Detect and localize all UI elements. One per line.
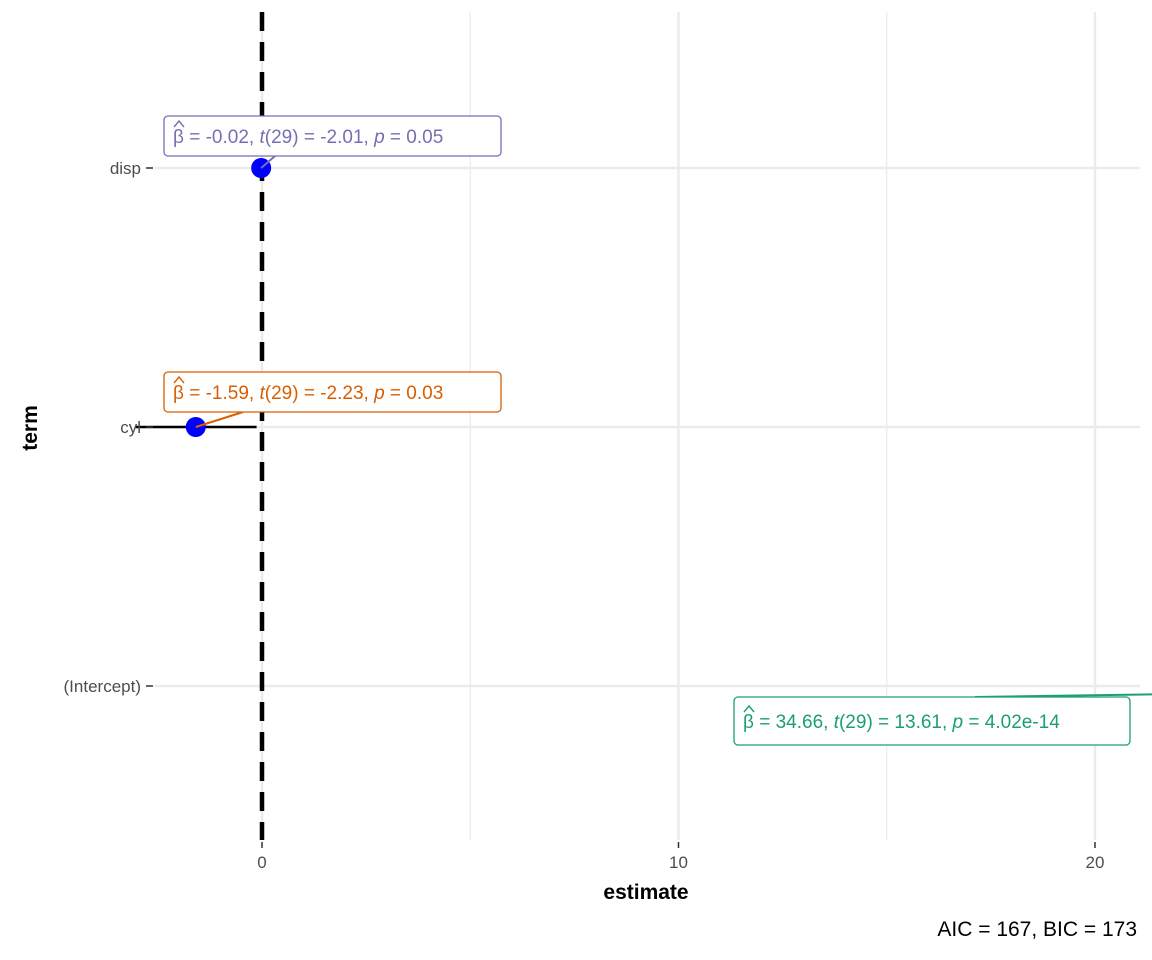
y-axis-title: term: [19, 405, 42, 451]
beta-hat-glyph: [743, 704, 755, 713]
y-tick-label: disp: [110, 159, 141, 178]
x-tick-label: 0: [257, 853, 266, 872]
x-tick-label: 10: [669, 853, 688, 872]
point-labels: β = -0.02, t(29) = -2.01, p = 0.05 β = -1…: [163, 115, 1152, 746]
label-connector: [974, 693, 1152, 698]
x-axis-title: estimate: [603, 881, 688, 904]
point-label: β = -1.59, t(29) = -2.23, p = 0.03: [173, 383, 443, 404]
y-tick-label: (Intercept): [64, 677, 141, 696]
label-connector: [260, 155, 276, 169]
label-box: [163, 371, 502, 413]
y-tick-label: cyl: [120, 418, 141, 437]
label-connector: [195, 411, 244, 428]
x-tick-label: 20: [1086, 853, 1105, 872]
point-label: β = 34.66, t(29) = 13.61, p = 4.02e-14: [743, 712, 1060, 733]
caption: AIC = 167, BIC = 173: [937, 918, 1137, 941]
label-box: [733, 696, 1131, 746]
beta-hat-glyph: [173, 375, 185, 384]
beta-hat-glyph: [173, 119, 185, 128]
label-box: [163, 115, 502, 157]
point-label: β = -0.02, t(29) = -2.01, p = 0.05: [173, 127, 443, 148]
